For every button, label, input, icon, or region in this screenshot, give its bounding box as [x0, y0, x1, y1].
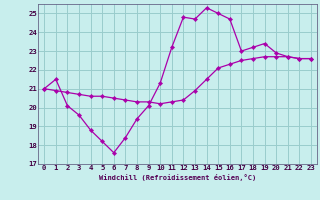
X-axis label: Windchill (Refroidissement éolien,°C): Windchill (Refroidissement éolien,°C) [99, 174, 256, 181]
